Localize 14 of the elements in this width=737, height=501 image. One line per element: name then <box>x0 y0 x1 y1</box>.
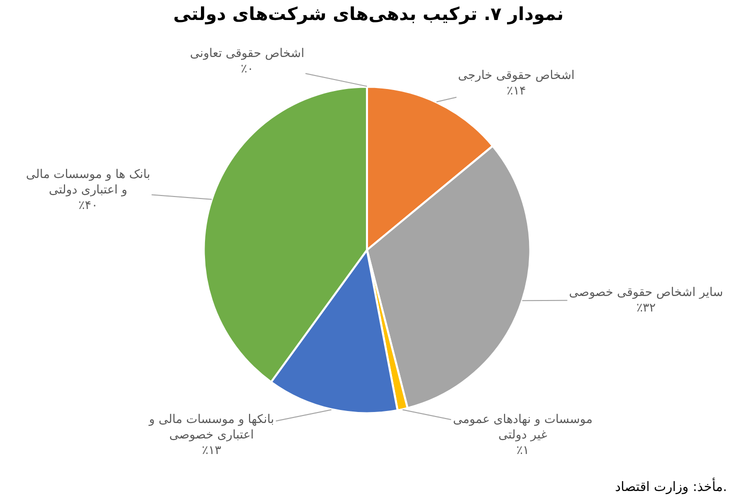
text: مأخذ: وزارت اقتصاد. <box>615 477 728 495</box>
data-label: ٪۳۲ <box>636 300 656 315</box>
chart-title: نمودار ۷. ترکیب بدهی‌های شرکت‌های دولتی <box>173 4 564 26</box>
data-label: ٪۴۰ <box>78 198 98 212</box>
data-label: ٪۱۴ <box>506 84 526 98</box>
data-label: ٪۱ <box>516 443 530 458</box>
slice-label: بانک ها و موسسات مالی و اعتباری دولتی <box>26 167 150 197</box>
category-label: اشخاص حقوقی تعاونی <box>190 46 304 60</box>
data-label: ٪۱۳ <box>202 443 222 458</box>
slice-label: بانکها و موسسات مالی و اعتباری خصوصی <box>148 412 274 442</box>
text: ٪۰ <box>240 62 254 76</box>
slice-label: سایر اشخاص حقوقی خصوصی <box>569 285 724 299</box>
slice-label: اشخاص حقوقی خارجی <box>458 68 575 82</box>
slice-label: موسسات و نهادهای عمومی غیر دولتی <box>453 412 593 442</box>
